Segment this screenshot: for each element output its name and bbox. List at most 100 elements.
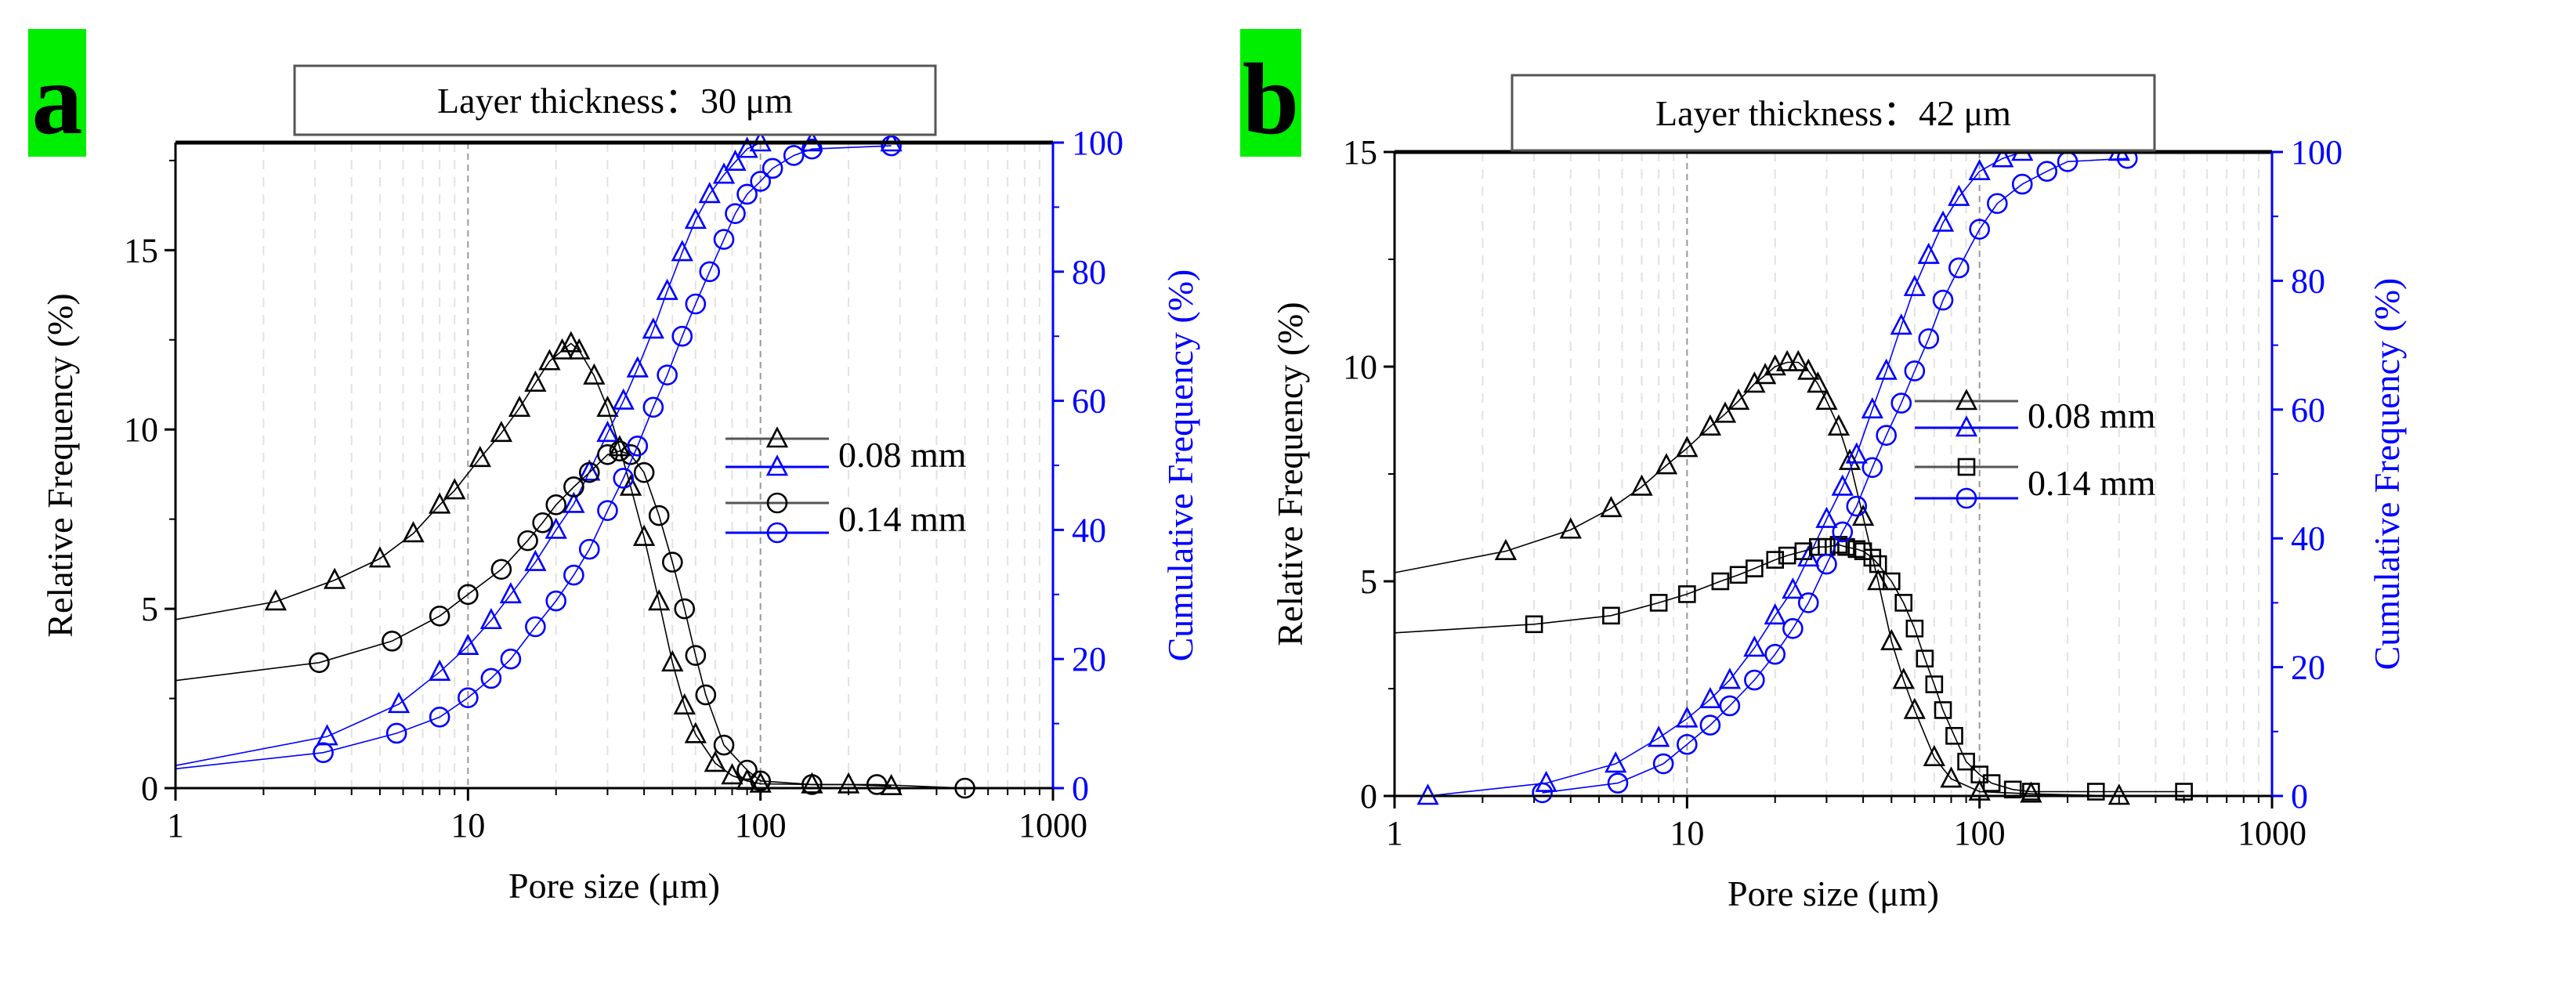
- data-point-triangle: [323, 567, 346, 589]
- data-point-circle: [1744, 669, 1765, 691]
- data-point-triangle: [1903, 697, 1926, 719]
- data-point-square: [1925, 675, 1944, 693]
- x-tick-label: 100: [1954, 814, 2006, 852]
- data-point-circle: [517, 530, 538, 552]
- data-point-triangle: [1559, 517, 1582, 539]
- data-point-triangle: [1743, 635, 1766, 657]
- legend-label: 0.14 mm: [838, 499, 967, 539]
- data-point-triangle: [1676, 436, 1699, 458]
- data-point-circle: [1948, 257, 1970, 279]
- data-point-triangle: [619, 474, 642, 496]
- data-point-triangle: [429, 659, 451, 681]
- data-point-square: [1649, 594, 1668, 612]
- data-point-circle: [674, 598, 696, 620]
- data-point-triangle: [1727, 389, 1750, 411]
- data-point-circle: [1987, 193, 2008, 215]
- data-point-triangle: [1718, 667, 1742, 689]
- data-point-triangle: [524, 370, 547, 392]
- data-point-circle: [1607, 772, 1629, 794]
- data-point-square: [1854, 542, 1872, 560]
- data-point-square: [1934, 701, 1952, 719]
- data-point-circle: [881, 135, 902, 157]
- legend-marker-circle: [1956, 487, 1977, 509]
- legend-marker-circle: [766, 492, 788, 514]
- data-point-square: [2086, 783, 2105, 801]
- legend: 0.08 mm 0.14 mm: [725, 426, 967, 544]
- data-point-circle: [1918, 328, 1940, 349]
- data-point-triangle: [704, 751, 726, 772]
- data-point-triangle: [684, 208, 707, 230]
- y-right-tick-label: 60: [1072, 382, 1106, 421]
- y-right-tick-label: 40: [1072, 511, 1106, 549]
- legend-marker-square: [1957, 458, 1976, 476]
- data-point-square: [1766, 551, 1785, 569]
- data-point-triangle: [387, 692, 411, 714]
- data-point-triangle: [2020, 781, 2042, 803]
- data-point-triangle: [626, 356, 649, 378]
- y-axis-left-label: Relative Frequency (%): [1270, 302, 1310, 646]
- data-point-circle: [480, 667, 502, 689]
- data-point-triangle: [1782, 577, 1804, 599]
- x-tick-label: 1: [167, 806, 184, 845]
- data-point-circle: [1969, 219, 1990, 240]
- data-point-triangle: [1827, 414, 1851, 436]
- data-point-triangle: [551, 338, 573, 360]
- y-right-tick-label: 100: [1072, 124, 1123, 162]
- y-right-tick-label: 0: [2291, 777, 2308, 816]
- data-point-square: [1982, 774, 2001, 792]
- data-point-circle: [2011, 173, 2033, 195]
- data-point-triangle: [724, 149, 747, 172]
- data-point-triangle: [1699, 686, 1722, 709]
- data-point-circle: [685, 645, 707, 666]
- data-point-circle: [1652, 753, 1674, 775]
- data-point-square: [1916, 649, 1934, 667]
- data-point-circle: [309, 652, 330, 674]
- data-point-triangle: [801, 772, 823, 794]
- y-left-tick-label: 15: [124, 231, 158, 269]
- data-point-triangle: [563, 491, 585, 513]
- data-point-triangle: [1605, 751, 1627, 773]
- x-axis-label: Pore size (μm): [1728, 874, 1939, 913]
- data-point-circle: [1861, 457, 1883, 479]
- x-tick-label: 1: [1386, 814, 1403, 852]
- series-line: [175, 342, 892, 787]
- data-point-square: [1837, 537, 1855, 556]
- data-point-square: [2022, 783, 2040, 801]
- data-point-circle: [458, 687, 479, 708]
- data-point-circle: [458, 584, 479, 606]
- data-point-triangle: [1535, 770, 1558, 792]
- data-point-triangle: [524, 549, 547, 571]
- data-point-triangle: [469, 446, 491, 468]
- x-tick-label: 10: [450, 806, 485, 845]
- data-point-circle: [613, 468, 635, 489]
- y-left-tick-label: 15: [1343, 133, 1377, 172]
- data-point-triangle: [1875, 358, 1898, 380]
- data-point-triangle: [1776, 349, 1799, 371]
- data-point-square: [2003, 780, 2022, 799]
- data-point-circle: [2036, 161, 2058, 182]
- legend-marker-triangle: [1955, 415, 1978, 437]
- data-point-circle: [490, 559, 512, 581]
- data-point-triangle: [671, 240, 693, 262]
- data-point-square: [1711, 572, 1730, 591]
- series-line: [1427, 151, 2119, 797]
- data-point-circle: [429, 605, 450, 627]
- y-axis-left-label: Relative Frequency (%): [40, 293, 80, 637]
- data-point-triangle: [1968, 158, 1991, 180]
- data-point-circle: [1816, 553, 1837, 575]
- x-tick-label: 10: [1670, 814, 1704, 852]
- data-point-triangle: [673, 693, 696, 715]
- data-point-triangle: [443, 478, 466, 500]
- y-right-tick-label: 20: [2291, 649, 2325, 687]
- legend-label: 0.08 mm: [838, 435, 967, 475]
- x-tick-label: 1000: [1018, 806, 1087, 845]
- y-right-tick-label: 40: [2291, 519, 2325, 558]
- y-left-tick-label: 0: [141, 769, 158, 808]
- data-point-triangle: [490, 420, 513, 443]
- data-point-triangle: [698, 182, 721, 204]
- data-point-circle: [382, 631, 403, 652]
- data-point-circle: [1932, 289, 1954, 311]
- data-point-triangle: [1815, 389, 1838, 411]
